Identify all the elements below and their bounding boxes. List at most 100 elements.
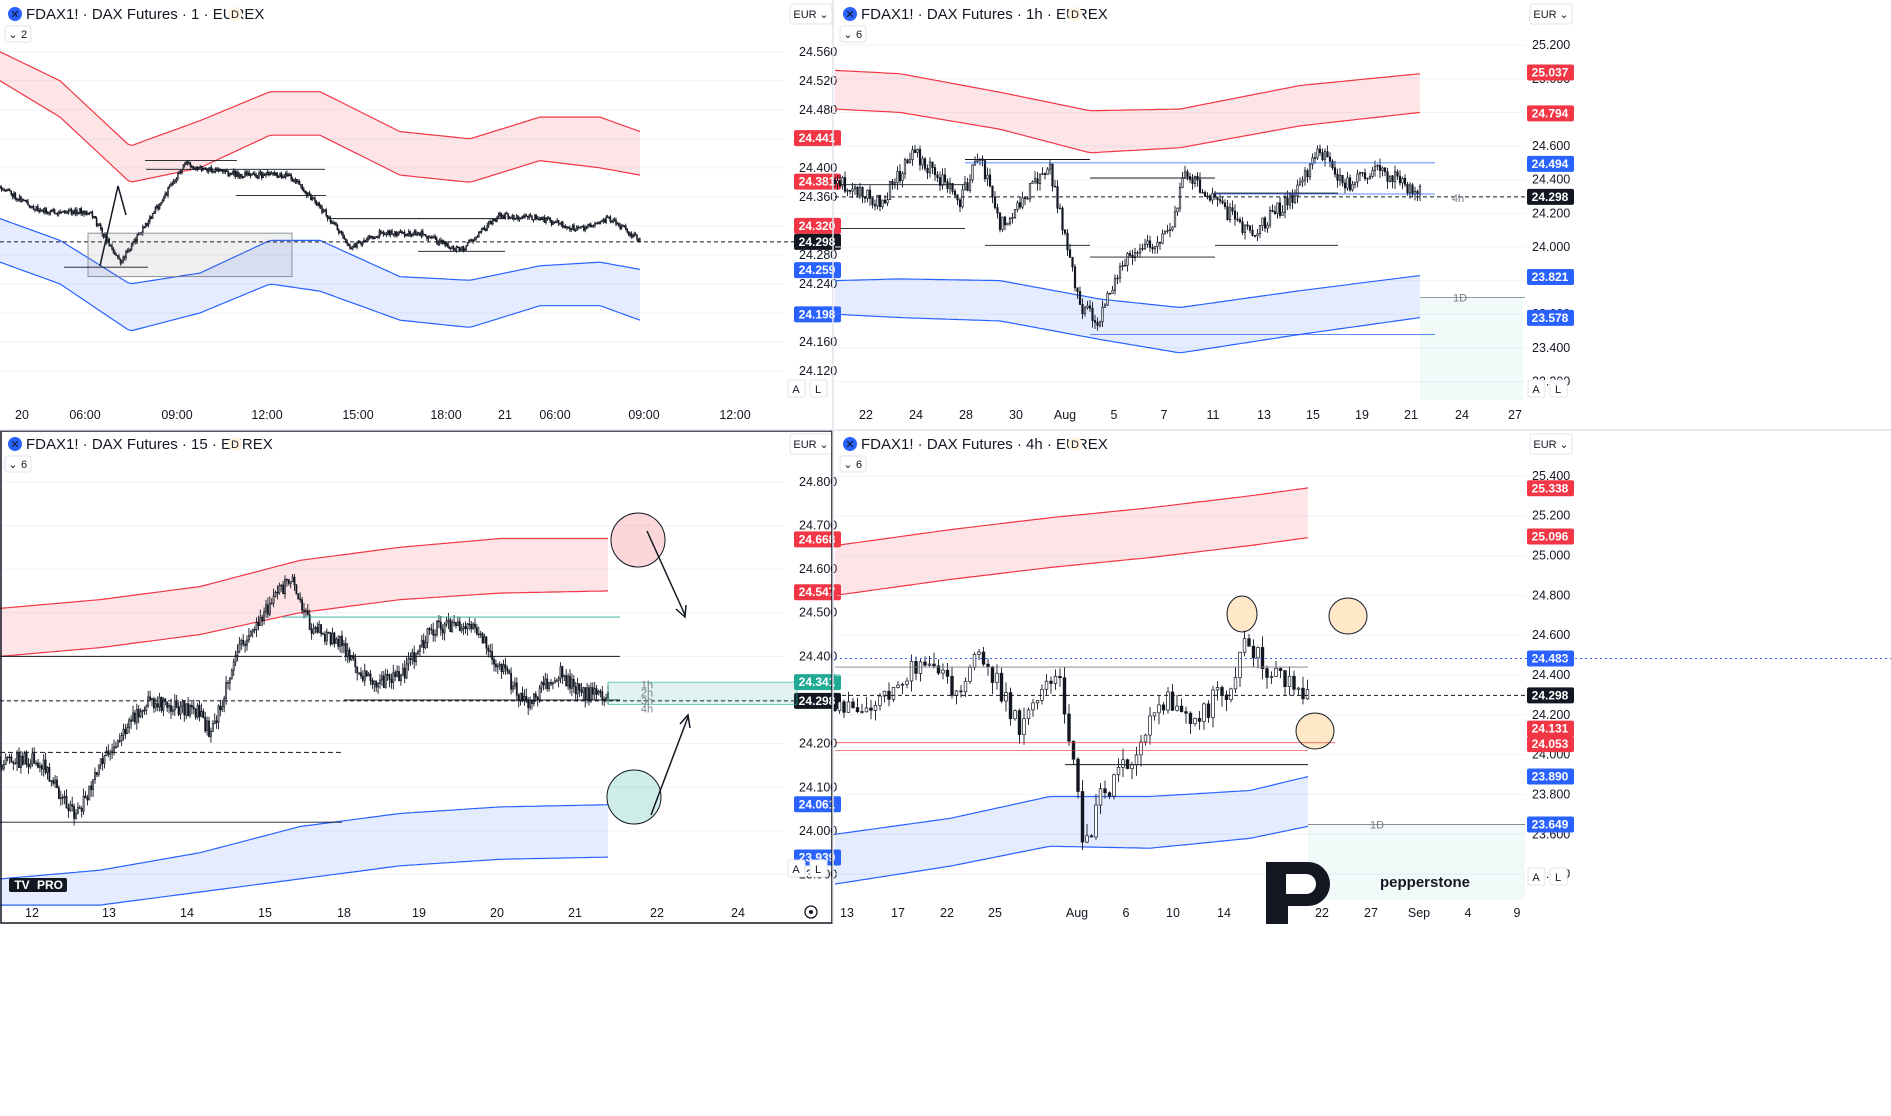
gear-icon[interactable]: [804, 905, 818, 919]
candle-body: [496, 665, 499, 668]
x-logo-icon: [843, 437, 857, 451]
candle-body: [104, 234, 106, 238]
candle-body: [1004, 692, 1008, 702]
candle-body: [482, 227, 484, 230]
scale-button-A[interactable]: [787, 379, 806, 398]
y-tick-label: 24.400: [1532, 173, 1570, 187]
x-tick-label: 5: [1111, 408, 1118, 422]
candle-body: [487, 647, 490, 652]
candle-body: [247, 172, 249, 176]
candle-body: [1276, 202, 1279, 214]
scale-button-L[interactable]: [1549, 379, 1568, 398]
candle-body: [62, 211, 64, 213]
candle-body: [1291, 194, 1294, 203]
candle-body: [347, 243, 350, 246]
candle-body: [41, 209, 43, 212]
candle-body: [365, 670, 368, 677]
candle-body: [105, 750, 108, 757]
candle-body: [252, 173, 255, 175]
candle-body: [846, 189, 849, 192]
candle-body: [599, 690, 602, 693]
scale-button-A[interactable]: [787, 859, 806, 878]
candle-body: [543, 217, 546, 223]
candle-body: [517, 215, 519, 220]
candle-body: [549, 218, 551, 222]
y-tick-label: 24.200: [1532, 206, 1570, 220]
indicator-toggle[interactable]: [4, 25, 32, 43]
candle-body: [130, 719, 133, 722]
y-tick-label: 24.400: [1532, 668, 1570, 682]
candle-body: [420, 231, 423, 237]
grid-lines: [0, 481, 785, 876]
candle-body: [493, 219, 495, 221]
candle-body: [79, 208, 81, 214]
candle-body: [40, 765, 43, 770]
currency-select[interactable]: [1529, 433, 1573, 455]
candle-body: [1346, 177, 1349, 189]
candle-body: [504, 212, 507, 219]
candle-body: [468, 623, 471, 626]
candle-body: [308, 192, 311, 195]
candle-body: [1303, 170, 1307, 181]
candle-body: [70, 209, 73, 215]
candle-body: [56, 213, 59, 215]
candle-body: [136, 234, 138, 243]
candle-body: [342, 643, 345, 646]
candle-body: [903, 159, 907, 174]
candle-body: [836, 180, 839, 184]
candle-body: [586, 687, 589, 701]
candle-body: [1211, 689, 1215, 718]
scale-button-L[interactable]: [809, 379, 828, 398]
candle-body: [1023, 197, 1027, 199]
candle-body: [1143, 734, 1148, 743]
candle-body: [1103, 788, 1107, 794]
candle-body: [580, 226, 582, 228]
chevron-down-icon: ⌄: [819, 439, 828, 451]
candle-body: [1038, 173, 1042, 184]
candle-body: [427, 236, 430, 239]
indicator-toggle[interactable]: [4, 455, 32, 473]
candle-body: [1088, 305, 1092, 309]
candle-body: [228, 172, 231, 176]
candle-body: [187, 703, 190, 716]
candle-body: [1085, 835, 1089, 843]
candles: [833, 630, 1310, 851]
candles: [833, 144, 1422, 331]
candle-body: [371, 236, 374, 238]
candle-body: [430, 628, 433, 631]
x-tick-label: 15:00: [342, 408, 373, 422]
scale-button-L[interactable]: [809, 859, 828, 878]
candle-body: [314, 198, 316, 202]
candle-body: [374, 236, 376, 239]
indicator-toggle[interactable]: [839, 25, 867, 43]
candle-body: [909, 661, 914, 682]
candle-body: [881, 199, 884, 208]
candle-body: [588, 687, 590, 701]
candle-body: [891, 687, 896, 700]
candle-body: [76, 807, 79, 814]
candle-body: [893, 182, 897, 185]
candle-body: [69, 804, 72, 811]
x-tick-label: 4: [1465, 906, 1472, 920]
candle-body: [1125, 759, 1130, 769]
y-tick-label: 25.400: [1532, 469, 1570, 483]
candle-body: [285, 578, 288, 581]
price-badge-label: 23.821: [1532, 270, 1569, 284]
x-tick-label: 14: [180, 906, 194, 920]
candle-body: [856, 186, 859, 196]
candle-body: [451, 621, 454, 633]
x-tick-label: 13: [102, 906, 116, 920]
candle-body: [506, 667, 509, 672]
d-badge-icon: [1068, 7, 1082, 21]
candle-body: [559, 223, 561, 225]
indicator-toggle[interactable]: [839, 455, 867, 473]
currency-select[interactable]: [789, 3, 833, 25]
currency-select[interactable]: [1529, 3, 1573, 25]
scale-button-A[interactable]: [1527, 379, 1546, 398]
scale-button-A[interactable]: [1527, 867, 1546, 886]
scale-button-L[interactable]: [1549, 867, 1568, 886]
